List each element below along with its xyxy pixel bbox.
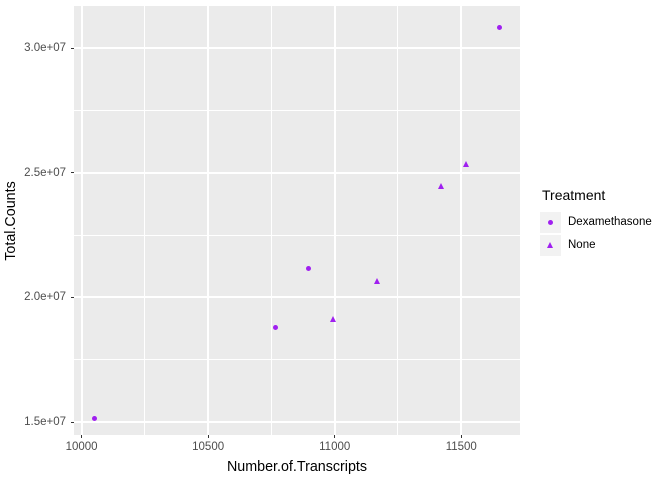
data-point-none <box>462 161 469 168</box>
y-axis-tick-mark <box>71 47 74 49</box>
circle-marker-icon <box>548 219 553 225</box>
data-point-dexamethasone <box>305 265 311 271</box>
legend-item-dexamethasone: Dexamethasone <box>540 211 652 233</box>
y-minor-gridline <box>74 359 520 361</box>
x-axis-tick-label: 11500 <box>445 441 477 453</box>
x-axis-tick-mark <box>460 435 462 438</box>
data-point-dexamethasone <box>496 25 502 31</box>
y-axis-title: Total.Counts <box>3 181 19 261</box>
x-major-gridline <box>460 6 463 435</box>
x-minor-gridline <box>144 6 146 435</box>
data-point-none <box>437 183 444 190</box>
x-axis-tick-mark <box>334 435 336 438</box>
legend-key-box <box>540 234 561 256</box>
x-minor-gridline <box>397 6 399 435</box>
y-axis-tick-label: 2.0e+07 <box>24 291 66 304</box>
y-axis-tick-mark <box>71 172 74 174</box>
y-axis-tick-label: 1.5e+07 <box>24 416 66 429</box>
x-axis-tick-mark <box>207 435 209 438</box>
y-major-gridline <box>74 296 520 299</box>
data-point-dexamethasone <box>272 324 278 330</box>
legend-item-label: Dexamethasone <box>568 216 652 228</box>
legend-key-box <box>540 211 561 233</box>
y-minor-gridline <box>74 234 520 236</box>
x-axis-tick-label: 11000 <box>319 441 351 453</box>
x-axis-title: Number.of.Transcripts <box>226 459 368 475</box>
triangle-marker-icon <box>547 241 553 248</box>
data-point-dexamethasone <box>91 415 97 421</box>
y-major-gridline <box>74 171 520 174</box>
data-point-none <box>374 278 381 285</box>
y-major-gridline <box>74 47 520 50</box>
y-axis-tick-mark <box>71 421 74 423</box>
y-axis-tick-label: 3.0e+07 <box>24 42 66 55</box>
x-axis-tick-mark <box>81 435 83 438</box>
legend: Treatment Dexamethasone None <box>540 187 652 257</box>
x-major-gridline <box>80 6 83 435</box>
y-minor-gridline <box>74 109 520 111</box>
y-axis-tick-mark <box>71 296 74 298</box>
x-axis-tick-label: 10000 <box>65 441 98 453</box>
plot-panel <box>74 6 520 435</box>
x-major-gridline <box>333 6 336 435</box>
legend-item-none: None <box>540 234 652 256</box>
y-major-gridline <box>74 421 520 424</box>
x-axis-tick-label: 10500 <box>192 441 225 453</box>
legend-item-label: None <box>568 239 596 251</box>
x-major-gridline <box>207 6 210 435</box>
x-minor-gridline <box>270 6 272 435</box>
data-point-none <box>329 316 336 323</box>
legend-title: Treatment <box>542 187 606 203</box>
y-axis-tick-label: 2.5e+07 <box>24 166 66 179</box>
